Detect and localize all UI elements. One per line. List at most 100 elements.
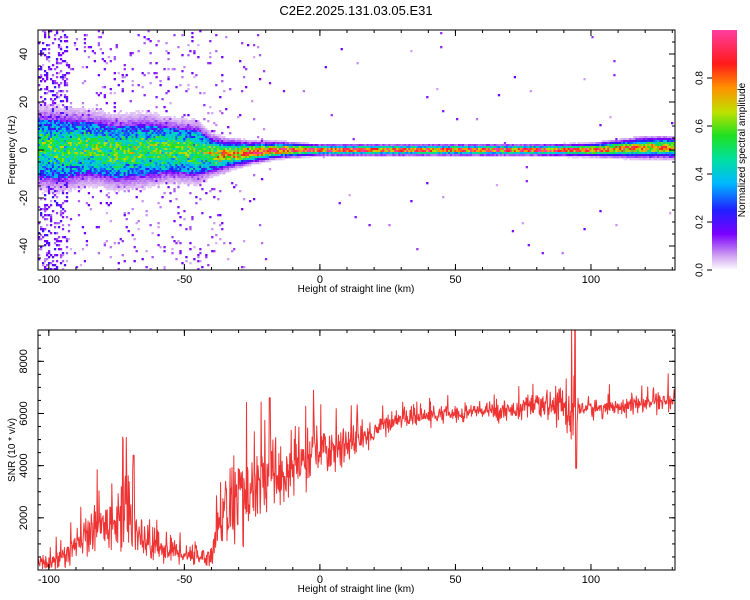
- heatmap-cell: [294, 156, 298, 159]
- heatmap-cell: [183, 132, 186, 135]
- heatmap-cell: [57, 236, 61, 239]
- heatmap-cell: [39, 144, 43, 147]
- heatmap-cell: [39, 76, 43, 79]
- heatmap-cell: [251, 100, 254, 103]
- heatmap-cell: [57, 62, 61, 65]
- heatmap-cell: [47, 124, 51, 127]
- heatmap-cell: [179, 130, 182, 133]
- heatmap-cell: [221, 158, 224, 161]
- heatmap-cell: [47, 156, 51, 159]
- heatmap-cell: [171, 166, 174, 169]
- heatmap-cell: [73, 170, 77, 173]
- heatmap-cell: [145, 110, 148, 113]
- heatmap-cell: [39, 74, 43, 77]
- heatmap-cell: [133, 120, 136, 123]
- heatmap-cell: [157, 124, 160, 127]
- heatmap-cell: [83, 180, 87, 183]
- heatmap-cell: [153, 118, 156, 121]
- heatmap-cell: [217, 160, 220, 163]
- heatmap-cell: [163, 172, 166, 175]
- heatmap-cell: [153, 150, 156, 153]
- heatmap-cell: [111, 170, 114, 173]
- heatmap-cell: [49, 182, 53, 185]
- heatmap-cell: [203, 144, 206, 147]
- heatmap-cell: [75, 126, 79, 129]
- heatmap-cell: [99, 140, 102, 143]
- heatmap-cell: [155, 152, 158, 155]
- heatmap-cell: [49, 190, 53, 193]
- heatmap-cell: [105, 136, 108, 139]
- heatmap-cell: [43, 204, 47, 207]
- heatmap-cell: [254, 162, 258, 165]
- heatmap-cell: [189, 168, 192, 171]
- heatmap-cell: [83, 168, 87, 171]
- heatmap-cell: [241, 146, 244, 149]
- heatmap-cell: [107, 126, 110, 129]
- heatmap-cell: [113, 124, 116, 127]
- heatmap-cell: [53, 34, 57, 37]
- heatmap-cell: [278, 140, 282, 143]
- heatmap-cell: [147, 154, 150, 157]
- heatmap-cell: [189, 178, 192, 181]
- heatmap-cell: [145, 116, 148, 119]
- heatmap-cell: [117, 132, 120, 135]
- heatmap-cell: [47, 114, 51, 117]
- heatmap-cell: [362, 148, 365, 151]
- heatmap-cell: [175, 180, 178, 183]
- heatmap-cell: [95, 132, 99, 135]
- heatmap-cell: [139, 114, 142, 117]
- heatmap-cell: [45, 128, 49, 131]
- heatmap-cell: [101, 52, 104, 55]
- heatmap-cell: [181, 164, 184, 167]
- heatmap-cell: [103, 160, 106, 163]
- heatmap-cell: [39, 140, 43, 143]
- heatmap-cell: [133, 170, 136, 173]
- heatmap-cell: [67, 124, 71, 127]
- heatmap-cell: [38, 150, 41, 153]
- heatmap-cell: [207, 176, 210, 179]
- heatmap-cell: [151, 138, 154, 141]
- heatmap-cell: [85, 140, 89, 143]
- heatmap-cell: [109, 180, 112, 183]
- heatmap-cell: [59, 114, 63, 117]
- heatmap-cell: [294, 152, 298, 155]
- heatmap-cell: [175, 170, 178, 173]
- heatmap-cell: [53, 134, 57, 137]
- heatmap-cell: [79, 146, 83, 149]
- heatmap-cell: [163, 138, 166, 141]
- heatmap-cell: [173, 120, 176, 123]
- heatmap-cell: [135, 146, 138, 149]
- heatmap-cell: [139, 186, 142, 189]
- heatmap-cell: [49, 116, 53, 119]
- heatmap-cell: [121, 144, 124, 147]
- heatmap-cell: [97, 36, 101, 39]
- heatmap-cell: [193, 142, 196, 145]
- heatmap-cell: [252, 198, 256, 201]
- heatmap-cell: [87, 166, 91, 169]
- heatmap-cell: [41, 170, 45, 173]
- heatmap-cell: [85, 152, 89, 155]
- heatmap-cell: [270, 150, 274, 153]
- heatmap-cell: [195, 176, 198, 179]
- heatmap-cell: [151, 120, 154, 123]
- heatmap-cell: [292, 148, 296, 151]
- heatmap-cell: [75, 152, 79, 155]
- heatmap-cell: [111, 186, 114, 189]
- heatmap-cell: [91, 162, 95, 165]
- heatmap-cell: [51, 160, 55, 163]
- heatmap-cell: [181, 174, 184, 177]
- heatmap-cell: [390, 154, 393, 157]
- heatmap-cell: [364, 154, 367, 157]
- heatmap-cell: [53, 106, 57, 109]
- heatmap-cell: [55, 108, 59, 111]
- heatmap-cell: [121, 138, 124, 141]
- heatmap-cell: [67, 142, 71, 145]
- heatmap-cell: [171, 128, 174, 131]
- heatmap-cell: [233, 138, 236, 141]
- heatmap-cell: [161, 132, 164, 135]
- heatmap-cell: [137, 134, 140, 137]
- heatmap-cell: [61, 144, 65, 147]
- heatmap-cell: [286, 154, 290, 157]
- heatmap-cell: [221, 164, 224, 167]
- heatmap-cell: [87, 114, 91, 117]
